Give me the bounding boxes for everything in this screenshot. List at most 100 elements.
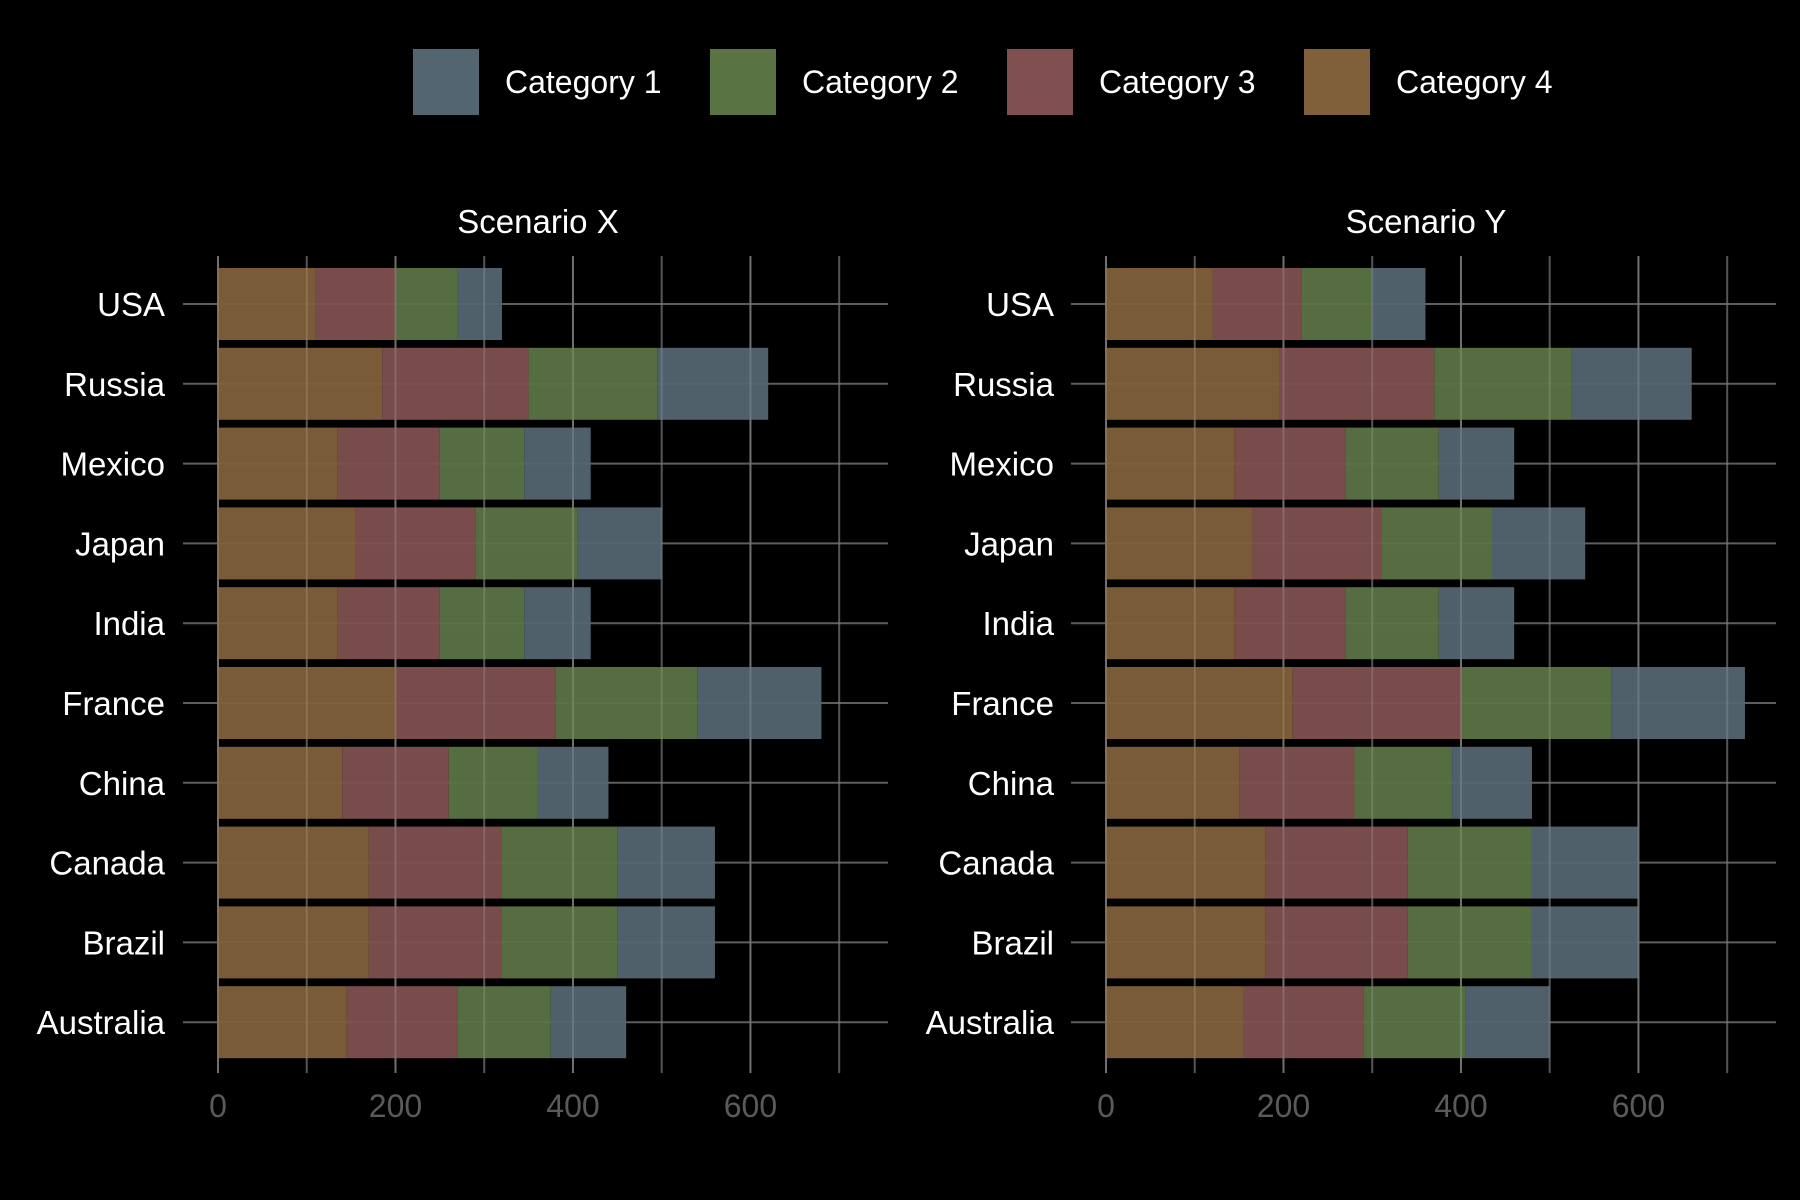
bar-segment — [1243, 986, 1364, 1059]
legend: Category 1 Category 2 Category 3 Category 4 — [413, 49, 1553, 115]
bar-segment — [1381, 507, 1493, 580]
bar-segment — [1434, 347, 1572, 420]
legend-swatch — [710, 49, 776, 115]
bar-segment — [555, 667, 698, 739]
bar-segment — [1292, 667, 1461, 739]
bar-segment — [1438, 587, 1515, 660]
bar-segment — [1234, 427, 1346, 500]
bar-segment — [1239, 746, 1355, 819]
category-label: India — [93, 605, 165, 642]
bar-segment — [382, 347, 529, 420]
bar-segment — [218, 826, 369, 899]
bar-segment — [1531, 826, 1639, 899]
category-label: China — [968, 765, 1055, 802]
bar-segment — [697, 667, 822, 739]
bar-segment — [1438, 427, 1515, 500]
bars — [218, 268, 822, 1059]
x-tick-label: 400 — [546, 1088, 599, 1124]
bar-segment — [1106, 268, 1213, 340]
bar-segment — [657, 347, 769, 420]
bar-segment — [1212, 268, 1302, 340]
category-label: Australia — [926, 1004, 1055, 1041]
bar-segment — [1460, 667, 1612, 739]
legend-swatch — [1007, 49, 1073, 115]
bar-segment — [1252, 507, 1382, 580]
bar-segment — [1611, 667, 1745, 739]
bar-segment — [1106, 587, 1235, 660]
bar-segment — [218, 268, 316, 340]
category-label: Canada — [49, 845, 165, 882]
bar-segment — [1279, 347, 1435, 420]
bar-segment — [395, 268, 458, 340]
bar-segment — [1106, 906, 1266, 979]
bar-segment — [1531, 906, 1639, 979]
x-tick-label: 0 — [209, 1088, 227, 1124]
bar-segment — [368, 826, 502, 899]
bar-segment — [355, 507, 476, 580]
category-label: USA — [986, 286, 1054, 323]
bar-segment — [218, 667, 396, 739]
bar-segment — [457, 268, 502, 340]
bar-segment — [1465, 986, 1550, 1059]
panel-title: Scenario Y — [1346, 203, 1507, 240]
bar-segment — [218, 746, 343, 819]
bar-segment — [1407, 826, 1532, 899]
legend-swatch — [413, 49, 479, 115]
bar-segment — [218, 507, 356, 580]
legend-label: Category 3 — [1099, 64, 1256, 100]
bar-segment — [1106, 347, 1280, 420]
bar-segment — [528, 347, 658, 420]
bar-segment — [1106, 667, 1293, 739]
bar-segment — [1363, 986, 1466, 1059]
category-label: Russia — [64, 366, 166, 403]
category-label: Australia — [37, 1004, 166, 1041]
category-label: Mexico — [60, 446, 165, 483]
bar-segment — [218, 427, 338, 500]
bar-segment — [1265, 906, 1408, 979]
category-label: France — [951, 685, 1054, 722]
bar-segment — [1106, 427, 1235, 500]
panel-title: Scenario X — [457, 203, 618, 240]
category-label: Japan — [75, 525, 165, 562]
bar-segment — [1354, 746, 1453, 819]
bar-segment — [218, 986, 347, 1059]
category-label: Brazil — [971, 924, 1054, 961]
bar-segment — [337, 427, 440, 500]
bar-segment — [617, 906, 715, 979]
bar-segment — [315, 268, 396, 340]
bar-segment — [1106, 986, 1244, 1059]
bar-segment — [1106, 507, 1253, 580]
bar-segment — [395, 667, 556, 739]
x-tick-label: 200 — [369, 1088, 422, 1124]
category-label: India — [982, 605, 1054, 642]
bar-segment — [439, 587, 525, 660]
bar-segment — [1452, 746, 1532, 819]
category-label: France — [62, 685, 165, 722]
category-label: Russia — [953, 366, 1055, 403]
bar-segment — [1345, 427, 1439, 500]
bar-segment — [1234, 587, 1346, 660]
x-tick-label: 0 — [1097, 1088, 1115, 1124]
bar-segment — [368, 906, 502, 979]
bar-segment — [550, 986, 627, 1059]
bar-segment — [218, 587, 338, 660]
category-label: Mexico — [949, 446, 1054, 483]
bar-segment — [1345, 587, 1439, 660]
bar-segment — [537, 746, 609, 819]
legend-swatch — [1304, 49, 1370, 115]
legend-label: Category 4 — [1396, 64, 1553, 100]
bar-segment — [218, 347, 383, 420]
bar-segment — [448, 746, 538, 819]
panel-scenario-x: Scenario X USA Russia Mexico Japan India Fran… — [37, 203, 888, 1124]
bar-segment — [524, 587, 591, 660]
category-label: Japan — [964, 525, 1054, 562]
bars — [1106, 268, 1745, 1059]
category-label: USA — [97, 286, 165, 323]
bar-segment — [1265, 826, 1408, 899]
category-label: China — [79, 765, 166, 802]
x-tick-label: 400 — [1434, 1088, 1487, 1124]
category-label: Brazil — [82, 924, 165, 961]
x-tick-label: 200 — [1257, 1088, 1310, 1124]
bar-segment — [524, 427, 591, 500]
